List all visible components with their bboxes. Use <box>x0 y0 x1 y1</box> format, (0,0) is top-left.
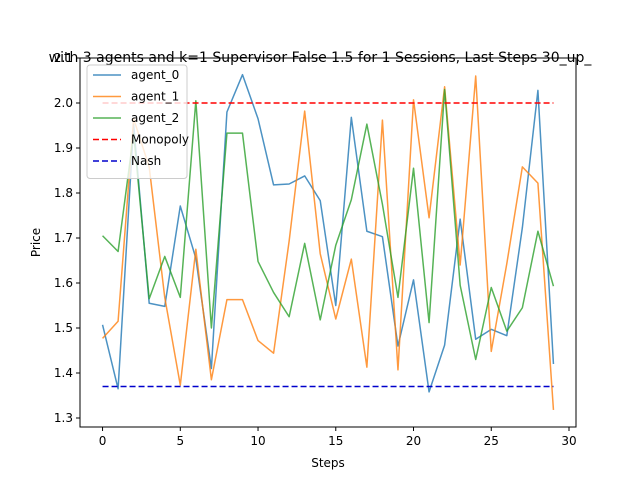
plot-area <box>101 73 555 410</box>
y-tick-label: 1.5 <box>54 321 73 335</box>
legend-label: agent_0 <box>131 68 179 82</box>
legend-label: Monopoly <box>131 133 189 147</box>
x-tick-label: 15 <box>328 434 343 448</box>
y-tick-label: 1.7 <box>54 231 73 245</box>
legend-label: agent_2 <box>131 111 179 125</box>
y-tick-label: 1.8 <box>54 186 73 200</box>
y-axis: 1.3 1.4 1.5 1.6 1.7 1.8 1.9 2.0 2.1 <box>54 51 80 425</box>
x-tick-label: 0 <box>99 434 107 448</box>
x-tick-label: 25 <box>484 434 499 448</box>
legend-label: Nash <box>131 154 161 168</box>
x-tick-label: 5 <box>176 434 184 448</box>
y-axis-label: Price <box>29 228 43 257</box>
x-axis-label: Steps <box>311 456 345 470</box>
series-line-agent-2 <box>102 88 555 361</box>
series-line-agent-0 <box>101 73 555 393</box>
y-tick-label: 2.1 <box>54 51 73 65</box>
y-tick-label: 1.4 <box>54 366 73 380</box>
y-tick-label: 1.6 <box>54 276 73 290</box>
series-line-agent-1 <box>101 75 555 410</box>
x-tick-label: 20 <box>406 434 421 448</box>
x-tick-label: 10 <box>250 434 265 448</box>
legend-box <box>86 64 188 179</box>
plot-frame <box>79 57 577 428</box>
y-tick-label: 1.3 <box>54 411 73 425</box>
legend: agent_0 agent_1 agent_2 Monopoly Nash <box>86 64 189 179</box>
legend-label: agent_1 <box>131 90 179 104</box>
y-tick-label: 2.0 <box>54 96 73 110</box>
x-axis: 0 5 10 15 20 25 30 <box>99 427 577 448</box>
y-tick-label: 1.9 <box>54 141 73 155</box>
x-tick-label: 30 <box>561 434 576 448</box>
